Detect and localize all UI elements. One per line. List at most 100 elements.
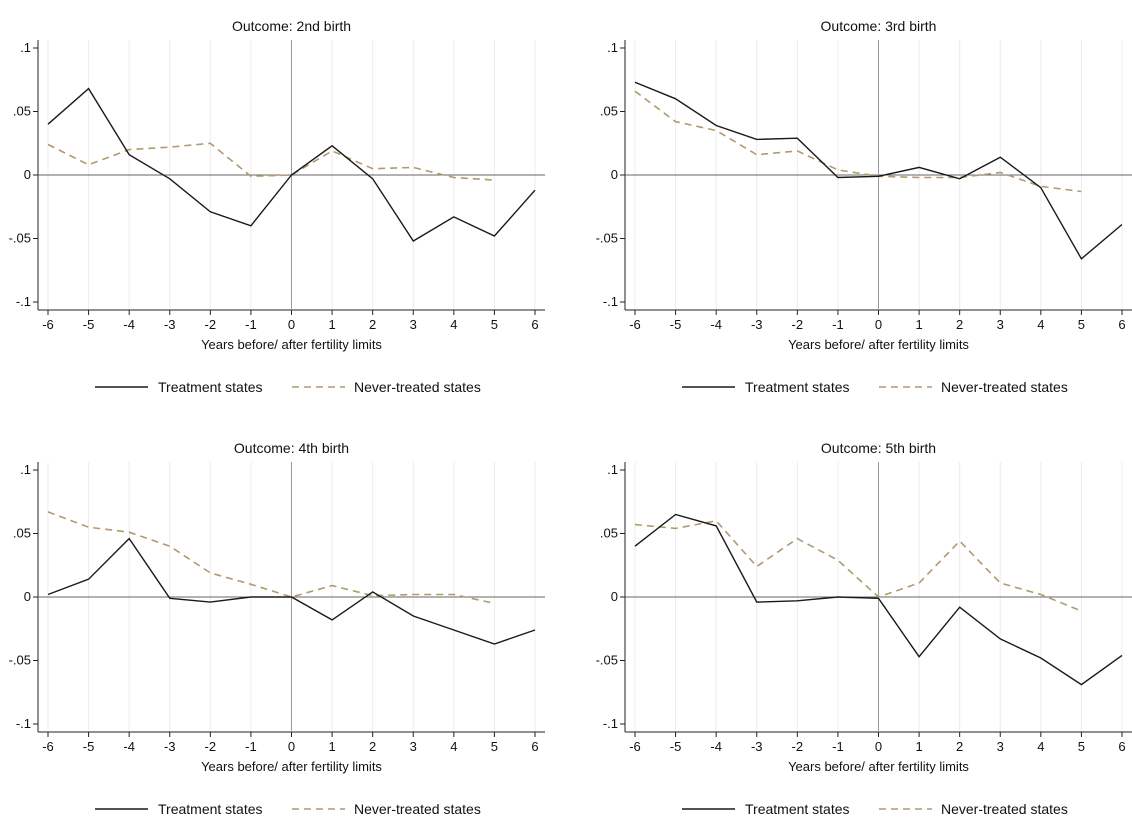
x-tick-label: -4: [710, 739, 722, 754]
x-tick-label: 5: [1078, 317, 1085, 332]
x-tick-label: 4: [450, 317, 457, 332]
x-tick-label: 3: [997, 739, 1004, 754]
x-tick-label: -5: [670, 317, 682, 332]
x-tick-label: -5: [83, 739, 95, 754]
y-tick-label: .05: [600, 104, 618, 119]
x-tick-label: -2: [792, 739, 804, 754]
legend-label-treatment: Treatment states: [158, 379, 263, 395]
x-tick-label: -4: [123, 739, 135, 754]
x-tick-label: -4: [710, 317, 722, 332]
x-tick-label: 0: [288, 739, 295, 754]
x-tick-label: -5: [83, 317, 95, 332]
y-tick-label: 0: [611, 167, 618, 182]
x-axis-label: Years before/ after fertility limits: [201, 337, 382, 352]
series-line-treatment: [634, 513, 1123, 686]
x-tick-label: 4: [1037, 739, 1044, 754]
x-tick-label: -3: [751, 317, 763, 332]
chart-panel-4: Outcome: 5th birth .1 .05 0 -.05 -.1 -6 -5 -4 -3 -…: [596, 440, 1132, 817]
x-tick-label: 1: [915, 739, 922, 754]
y-tick-label: .1: [20, 40, 31, 55]
legend-label-never: Never-treated states: [354, 379, 481, 395]
series-line-never: [634, 90, 1082, 193]
x-tick-label: -2: [205, 739, 217, 754]
y-tick-label: -.05: [596, 653, 618, 668]
x-tick-label: 5: [1078, 739, 1085, 754]
series-line-treatment: [47, 87, 536, 242]
x-axis-label: Years before/ after fertility limits: [788, 337, 969, 352]
x-tick-label: 5: [491, 739, 498, 754]
x-tick-label: 4: [1037, 317, 1044, 332]
x-tick-label: -1: [245, 317, 257, 332]
legend-label-treatment: Treatment states: [745, 801, 850, 817]
legend: Treatment states Never-treated states: [95, 379, 481, 395]
chart-title: Outcome: 5th birth: [821, 440, 936, 456]
x-axis-label: Years before/ after fertility limits: [788, 759, 969, 774]
x-tick-label: -6: [42, 739, 54, 754]
chart-panel-3: Outcome: 4th birth .1 .05 0 -.05 -.1 -6 -5 -4 -3 -…: [9, 440, 545, 817]
y-tick-label: -.1: [603, 716, 618, 731]
series-line-never: [634, 519, 1082, 612]
y-tick-label: .05: [13, 526, 31, 541]
series-line-treatment: [47, 537, 536, 645]
legend: Treatment states Never-treated states: [682, 801, 1068, 817]
y-tick-label: .1: [20, 462, 31, 477]
chart-panel-1: Outcome: 2nd birth .1 .05 0 -.05 -.1 -6 -5 -4 -3 -…: [9, 18, 545, 395]
x-tick-label: -1: [832, 739, 844, 754]
x-tick-label: 3: [410, 739, 417, 754]
x-tick-label: 0: [875, 317, 882, 332]
x-tick-label: -4: [123, 317, 135, 332]
legend: Treatment states Never-treated states: [682, 379, 1068, 395]
x-tick-label: -6: [629, 317, 641, 332]
x-tick-label: -6: [42, 317, 54, 332]
x-tick-label: 0: [875, 739, 882, 754]
x-tick-label: -3: [751, 739, 763, 754]
x-tick-label: 2: [956, 317, 963, 332]
y-tick-label: -.1: [603, 294, 618, 309]
x-tick-label: -1: [245, 739, 257, 754]
legend-label-never: Never-treated states: [354, 801, 481, 817]
x-tick-label: 3: [997, 317, 1004, 332]
legend-label-treatment: Treatment states: [158, 801, 263, 817]
x-tick-label: -6: [629, 739, 641, 754]
legend-label-never: Never-treated states: [941, 801, 1068, 817]
x-axis-label: Years before/ after fertility limits: [201, 759, 382, 774]
x-tick-label: 2: [956, 739, 963, 754]
chart-panel-2: Outcome: 3rd birth .1 .05 0 -.05 -.1 -6 -5 -4 -3 -…: [596, 18, 1132, 395]
x-tick-label: -3: [164, 317, 176, 332]
x-tick-label: 4: [450, 739, 457, 754]
x-tick-label: 2: [369, 739, 376, 754]
x-tick-label: 6: [1118, 739, 1125, 754]
y-tick-label: -.1: [16, 294, 31, 309]
y-tick-label: -.05: [596, 231, 618, 246]
x-tick-label: 6: [531, 739, 538, 754]
legend: Treatment states Never-treated states: [95, 801, 481, 817]
x-tick-label: -2: [205, 317, 217, 332]
y-tick-label: 0: [24, 167, 31, 182]
y-tick-label: 0: [611, 589, 618, 604]
x-tick-label: 5: [491, 317, 498, 332]
y-tick-label: 0: [24, 589, 31, 604]
chart-title: Outcome: 3rd birth: [821, 18, 937, 34]
chart-title: Outcome: 4th birth: [234, 440, 349, 456]
y-tick-label: -.05: [9, 231, 31, 246]
x-tick-label: -1: [832, 317, 844, 332]
y-tick-label: .1: [607, 462, 618, 477]
x-tick-label: -2: [792, 317, 804, 332]
series-line-never: [47, 142, 495, 181]
x-tick-label: 6: [531, 317, 538, 332]
x-tick-label: -5: [670, 739, 682, 754]
x-tick-label: 3: [410, 317, 417, 332]
x-tick-label: -3: [164, 739, 176, 754]
y-tick-label: .05: [600, 526, 618, 541]
legend-label-never: Never-treated states: [941, 379, 1068, 395]
y-tick-label: -.1: [16, 716, 31, 731]
x-tick-label: 6: [1118, 317, 1125, 332]
x-tick-label: 0: [288, 317, 295, 332]
x-tick-label: 1: [915, 317, 922, 332]
y-tick-label: .1: [607, 40, 618, 55]
y-tick-label: .05: [13, 104, 31, 119]
x-tick-label: 2: [369, 317, 376, 332]
x-tick-label: 1: [328, 317, 335, 332]
